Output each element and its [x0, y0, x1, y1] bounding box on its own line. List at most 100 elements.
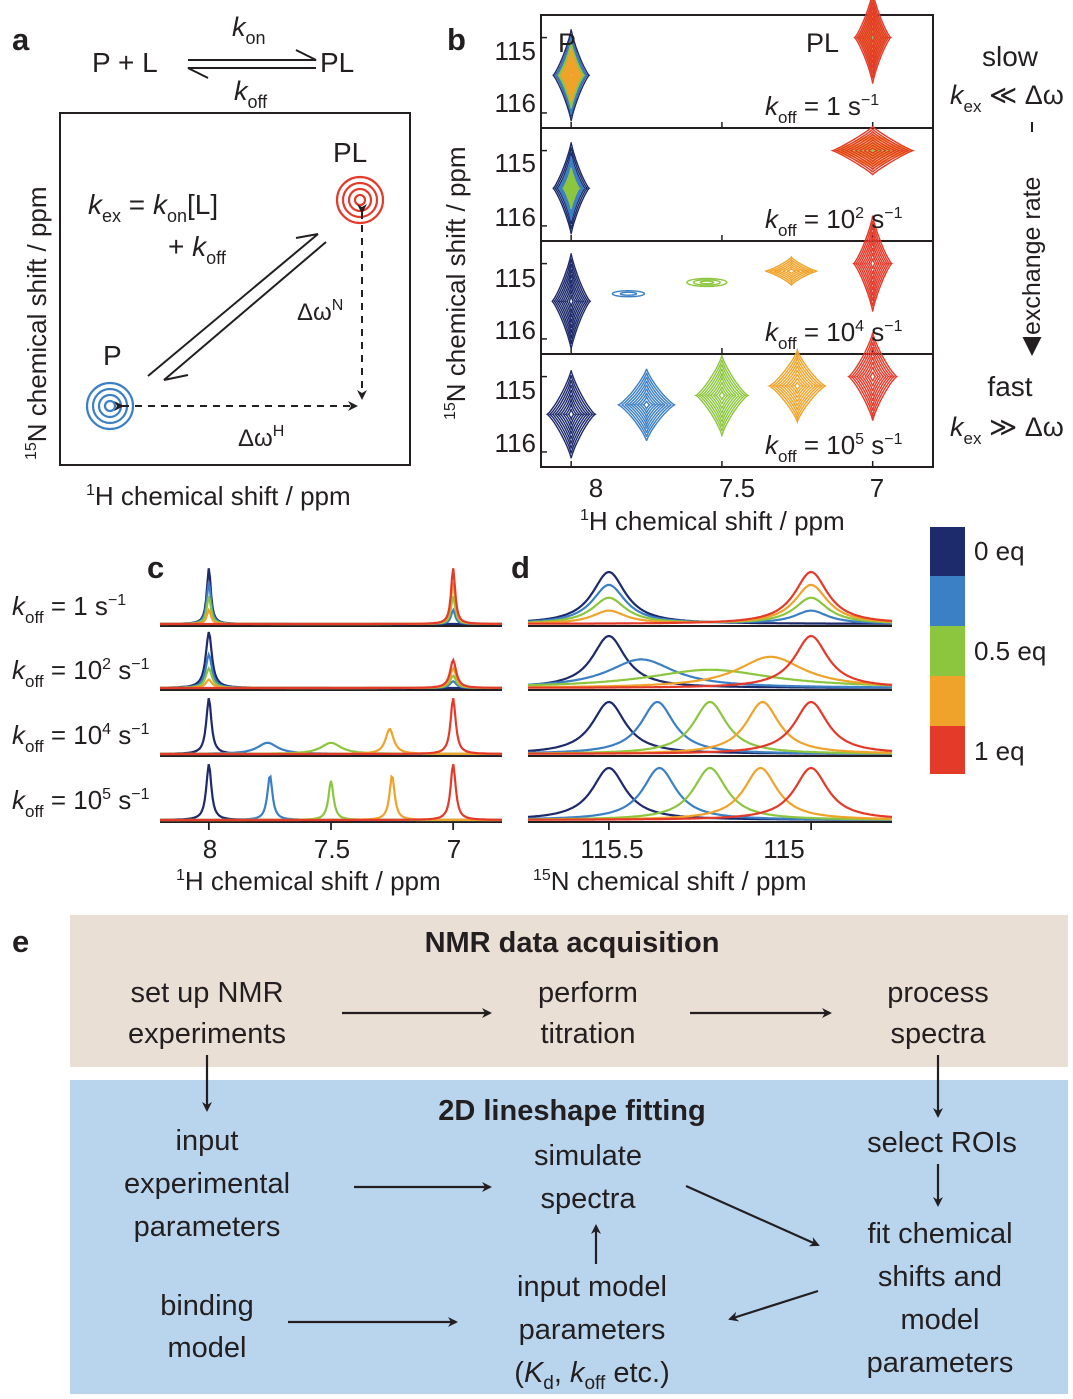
contour-peak	[556, 152, 587, 225]
contour-peak	[556, 389, 587, 440]
panel-d-plot	[527, 570, 893, 830]
panel-c-plot	[160, 568, 502, 830]
panel-b-koff-1: koff = 1 s−1	[765, 91, 879, 127]
contour-peak	[699, 280, 715, 285]
contour-peak	[789, 377, 806, 395]
legend-label-05eq: 0.5 eq	[974, 636, 1046, 666]
panel-b-x-axis-label: 1H chemical shift / ppm	[580, 506, 845, 536]
contour-peak	[770, 351, 824, 421]
panel-d-spectrum-line	[527, 700, 892, 755]
delta-omega-n-label: ΔωN	[297, 297, 343, 326]
contour-peak	[563, 283, 580, 318]
contour-peak	[858, 352, 887, 402]
process-spectra-line1: process	[887, 977, 989, 1009]
contour-peak	[855, 346, 891, 407]
fast-condition: kex ≫ Δω	[950, 412, 1064, 448]
pl-label: PL	[333, 137, 367, 168]
simulate-spectra-line2: spectra	[540, 1183, 636, 1215]
panel-b-ytick-115-r2: 115	[495, 148, 536, 178]
kex-definition: kex = kon[L]	[88, 189, 218, 226]
panel-b-ytick-115-r1: 115	[495, 36, 536, 66]
panel-c-koff-4: koff = 105 s−1	[12, 785, 150, 821]
contour-peak	[629, 384, 664, 427]
panel-c-koff-2: koff = 102 s−1	[12, 655, 150, 691]
acquisition-box	[70, 915, 1068, 1067]
legend-swatch-025eq	[930, 576, 965, 626]
contour-peak	[712, 381, 733, 409]
panel-b-xtick-8: 8	[589, 473, 603, 503]
contour-peak	[863, 17, 882, 59]
panel-d-spectrum-line	[528, 700, 893, 755]
contour-peak	[548, 374, 595, 454]
koff-row-labels-c: koff = 1 s−1 koff = 102 s−1 koff = 104 s…	[12, 591, 150, 821]
contour-peak	[554, 147, 589, 230]
contour-peak	[697, 359, 747, 432]
contour-peak	[847, 332, 899, 421]
contour-peak	[854, 138, 891, 163]
exchange-rate-arrowhead	[1022, 336, 1042, 356]
input-experimental-line3: parameters	[134, 1211, 281, 1243]
equilibrium-line-forward	[147, 233, 319, 377]
contour-peak	[859, 231, 887, 296]
contour-peak	[638, 395, 655, 414]
contour-peak	[611, 290, 646, 298]
panel-d-spectrum-line	[527, 700, 892, 755]
reaction-equation: P + L PL kon koff	[92, 12, 354, 112]
panel-letter-a: a	[12, 22, 30, 57]
equivalents-color-legend: 0 eq 0.5 eq 1 eq	[930, 527, 1046, 774]
panel-a: a P + L PL kon koff PL P kex = kon[L] + …	[12, 12, 411, 511]
reaction-right: PL	[320, 47, 354, 78]
p-label: P	[103, 340, 122, 371]
input-model-line2: parameters	[519, 1314, 666, 1346]
contour-peak	[864, 361, 882, 392]
contour-peak	[776, 262, 806, 279]
slow-label: slow	[982, 41, 1039, 72]
panel-d-spectrum-line	[528, 700, 893, 755]
panel-d-spectrum-line	[528, 668, 892, 687]
fit-params-line2: shifts and	[878, 1261, 1002, 1293]
contour-peak	[564, 402, 579, 425]
contour-peak	[700, 364, 744, 427]
input-experimental-line1: input	[176, 1125, 239, 1157]
contour-peak	[693, 355, 750, 438]
panel-d-spectrum-line	[527, 658, 892, 689]
panel-b-ytick-116-r3: 116	[495, 315, 536, 345]
contour-peak	[863, 242, 882, 285]
setup-experiments-line1: set up NMR	[130, 977, 283, 1009]
panel-d-spectrum-line	[528, 766, 892, 821]
fast-label: fast	[987, 371, 1032, 402]
contour-peak	[692, 279, 721, 286]
contour-peak	[561, 53, 582, 97]
panel-b-ytick-116-r4: 116	[495, 428, 536, 458]
panel-c-xtick-7: 7	[447, 834, 461, 864]
slow-condition: kex ≪ Δω	[950, 80, 1064, 116]
contour-peak	[854, 220, 892, 307]
arrow-simulate-to-fit	[685, 1184, 820, 1247]
panel-d-spectrum-line	[528, 570, 893, 625]
panel-b-xtick-7-5: 7.5	[719, 473, 755, 503]
fit-params-line4: parameters	[867, 1347, 1014, 1379]
contour-peak	[566, 408, 576, 421]
panel-b-ytick-116-r1: 116	[495, 88, 536, 118]
legend-swatch-1eq	[930, 726, 965, 774]
panel-e: e NMR data acquisition 2D lineshape fitt…	[12, 915, 1068, 1394]
perform-titration-line1: perform	[538, 977, 638, 1009]
contour-peak	[783, 369, 811, 403]
legend-swatch-05eq	[930, 626, 965, 676]
contour-peak	[718, 389, 727, 401]
panel-d-xtick-115-5: 115.5	[580, 834, 643, 864]
contour-peak	[546, 370, 597, 459]
contour-peak	[562, 397, 581, 431]
contour-peak	[863, 144, 882, 157]
contour-peak	[773, 355, 821, 416]
input-model-line1: input model	[517, 1271, 667, 1303]
contour-peak	[569, 185, 573, 192]
contour-peak	[859, 6, 886, 69]
panel-c-spectrum-line	[160, 741, 502, 755]
panel-c-spectrum-line	[160, 697, 502, 756]
panel-b-row-frame	[540, 353, 934, 468]
contour-peak	[565, 61, 578, 89]
contour-peak	[861, 236, 884, 291]
contour-peak	[616, 368, 676, 442]
